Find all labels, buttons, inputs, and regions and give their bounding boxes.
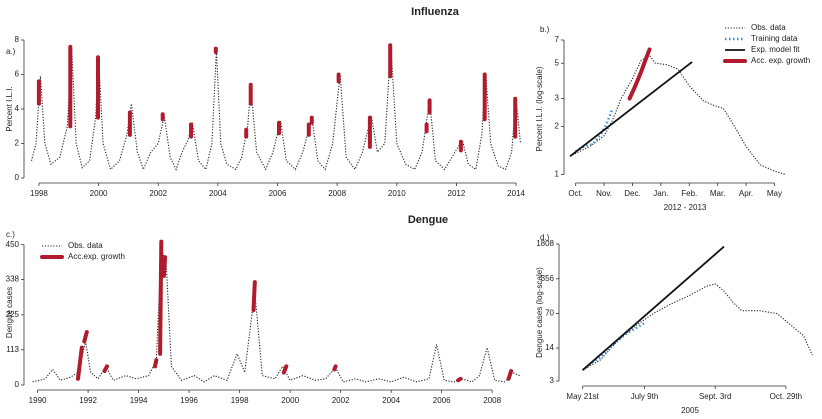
- series-line: [627, 47, 652, 101]
- x-tick-label: 2000: [281, 396, 299, 405]
- y-tick-label: 113: [6, 345, 19, 354]
- series-line: [582, 245, 725, 371]
- y-tick-label: 338: [6, 275, 20, 284]
- y-tick-label: 3: [550, 376, 555, 385]
- legend-label: Obs. data: [68, 241, 103, 250]
- x-tick-label: Dec.: [624, 189, 640, 198]
- y-tick-label: 3: [555, 94, 560, 103]
- x-tick-label: Nov.: [596, 189, 612, 198]
- y-tick-label: 225: [6, 310, 20, 319]
- series-line: [569, 54, 786, 176]
- series-line: [30, 45, 522, 171]
- panel-label: b.): [540, 25, 550, 34]
- y-tick-label: 4: [15, 104, 20, 113]
- y-tick-label: 14: [545, 343, 554, 352]
- x-tick-label: 2014: [507, 189, 525, 198]
- y-axis-label: Percent I.L.I. (log-scale): [535, 66, 544, 151]
- x-tick-label: May: [767, 189, 782, 198]
- series-line: [569, 61, 693, 158]
- y-tick-label: 356: [541, 274, 555, 283]
- x-tick-label: 2012: [448, 189, 466, 198]
- x-tick-label: 2004: [209, 189, 227, 198]
- legend-label: Acc. exp. growth: [751, 56, 810, 65]
- y-tick-label: 0: [15, 173, 20, 182]
- x-tick-label: 1990: [29, 396, 47, 405]
- x-axis-label: 2005: [681, 406, 699, 415]
- y-tick-label: 1: [555, 170, 560, 179]
- x-axis-label: 2012 - 2013: [664, 203, 707, 212]
- series-line: [575, 107, 614, 153]
- x-tick-label: 2008: [483, 396, 501, 405]
- y-axis-label: Percent I.L.I.: [5, 86, 14, 131]
- x-tick-label: Oct. 29th: [770, 392, 802, 401]
- x-tick-label: 1994: [130, 396, 148, 405]
- panel-label: d.): [540, 233, 550, 242]
- x-tick-label: 2008: [328, 189, 346, 198]
- legend-label: Obs. data: [751, 23, 786, 32]
- x-tick-label: May 21st: [566, 392, 599, 401]
- x-tick-label: Mar.: [710, 189, 726, 198]
- legend-label: Training data: [751, 34, 798, 43]
- y-tick-label: 2: [555, 122, 560, 131]
- x-tick-label: 2002: [332, 396, 350, 405]
- x-tick-label: 2004: [382, 396, 400, 405]
- series-line: [32, 247, 521, 383]
- x-tick-label: 2002: [149, 189, 167, 198]
- y-axis-label: Dengue cases (log-scale): [535, 267, 544, 358]
- series-line: [582, 283, 813, 371]
- y-axis-label: Dengue cases: [5, 287, 14, 338]
- y-tick-label: 7: [555, 35, 560, 44]
- chart-title: Dengue: [408, 214, 448, 226]
- panel-label: a.): [6, 47, 16, 56]
- series-line: [36, 43, 518, 153]
- x-tick-label: 1992: [79, 396, 97, 405]
- legend-label: Acc.exp. growth: [68, 252, 125, 261]
- x-tick-label: 1996: [180, 396, 198, 405]
- x-tick-label: Feb.: [681, 189, 697, 198]
- y-tick-label: 2: [15, 139, 20, 148]
- x-tick-label: 1998: [30, 189, 48, 198]
- y-tick-label: 450: [6, 240, 20, 249]
- y-tick-label: 1808: [536, 239, 554, 248]
- x-tick-label: 1998: [231, 396, 249, 405]
- panel-label: c.): [6, 230, 15, 239]
- y-tick-label: 6: [15, 70, 20, 79]
- x-tick-label: Apr.: [739, 189, 753, 198]
- x-tick-label: Oct.: [568, 189, 583, 198]
- chart-title: Influenza: [411, 6, 460, 18]
- x-tick-label: July 9th: [631, 392, 659, 401]
- x-tick-label: Sept. 3rd: [699, 392, 731, 401]
- x-tick-label: 2006: [269, 189, 287, 198]
- x-tick-label: 2010: [388, 189, 406, 198]
- x-tick-label: 2000: [90, 189, 108, 198]
- y-tick-label: 0: [15, 380, 20, 389]
- series-line: [76, 239, 514, 383]
- legend-label: Exp. model fit: [751, 45, 800, 54]
- y-tick-label: 8: [15, 35, 20, 44]
- x-tick-label: 2006: [433, 396, 451, 405]
- y-tick-label: 70: [545, 309, 554, 318]
- x-tick-label: Jan.: [653, 189, 668, 198]
- y-tick-label: 5: [555, 58, 560, 67]
